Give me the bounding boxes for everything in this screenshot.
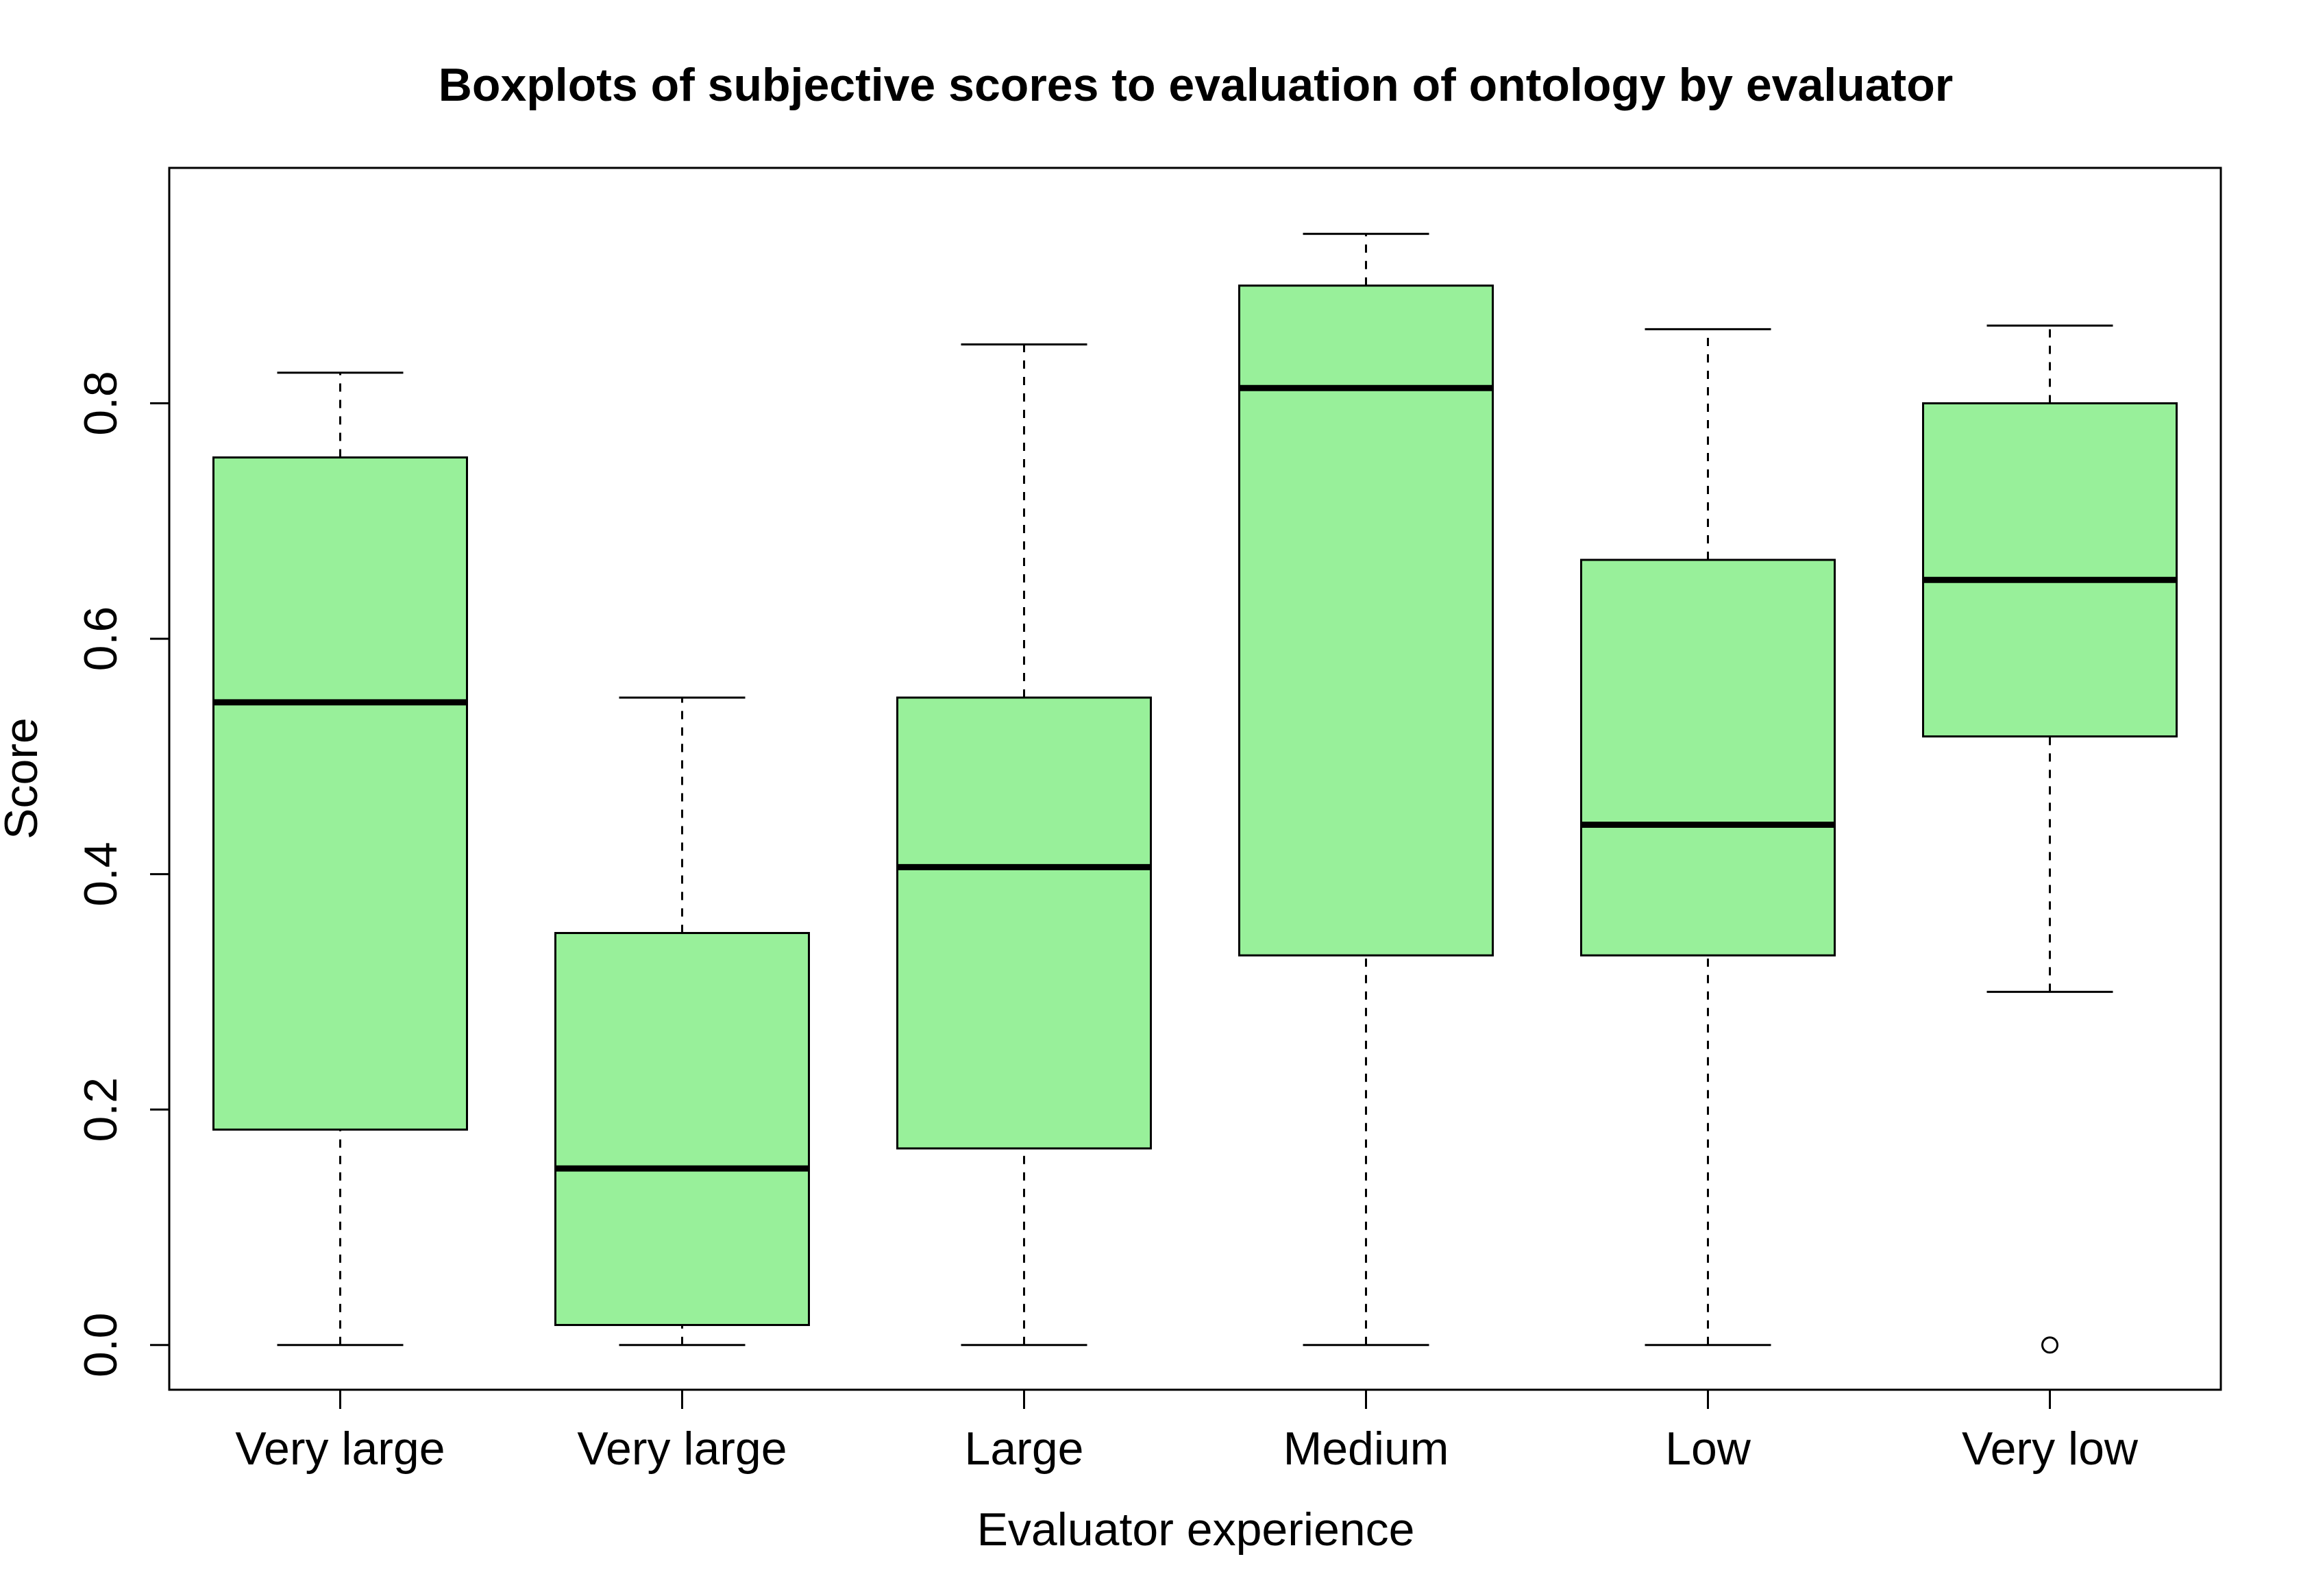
boxes-layer — [212, 232, 2178, 1354]
box-iqr — [1238, 284, 1494, 957]
box-iqr — [1580, 558, 1836, 957]
y-axis-label: Score — [0, 717, 47, 839]
outlier-point — [2041, 1336, 2058, 1354]
box-group-3 — [896, 343, 1152, 1347]
y-tick-label: 0.6 — [75, 606, 127, 672]
x-tick-label: Low — [1665, 1423, 1751, 1475]
x-tick-label: Medium — [1283, 1423, 1449, 1475]
x-tick-label: Very large — [577, 1423, 787, 1475]
box-group-1 — [212, 371, 468, 1347]
box-group-5 — [1580, 328, 1836, 1347]
y-tick-label: 0.4 — [75, 842, 127, 907]
y-tick-label: 0.2 — [75, 1077, 127, 1142]
x-axis: Very large Very large Large Medium Low Very l… — [235, 1388, 2139, 1475]
box-iqr — [896, 696, 1152, 1150]
box-iqr — [1922, 402, 2178, 738]
x-tick-label: Very low — [1962, 1423, 2139, 1475]
box-iqr — [212, 456, 468, 1131]
x-tick-label: Very large — [235, 1423, 445, 1475]
box-group-4 — [1238, 232, 1494, 1347]
y-tick-label: 0.0 — [75, 1312, 127, 1377]
box-group-2 — [554, 696, 810, 1347]
y-tick-label: 0.8 — [75, 371, 127, 436]
x-tick-label: Large — [965, 1423, 1084, 1475]
chart-title: Boxplots of subjective scores to evaluat… — [439, 59, 1953, 111]
box-group-6 — [1922, 324, 2178, 1354]
y-axis: 0.0 0.2 0.4 0.6 0.8 — [75, 371, 171, 1377]
box-iqr — [554, 932, 810, 1327]
x-axis-label: Evaluator experience — [977, 1503, 1415, 1556]
